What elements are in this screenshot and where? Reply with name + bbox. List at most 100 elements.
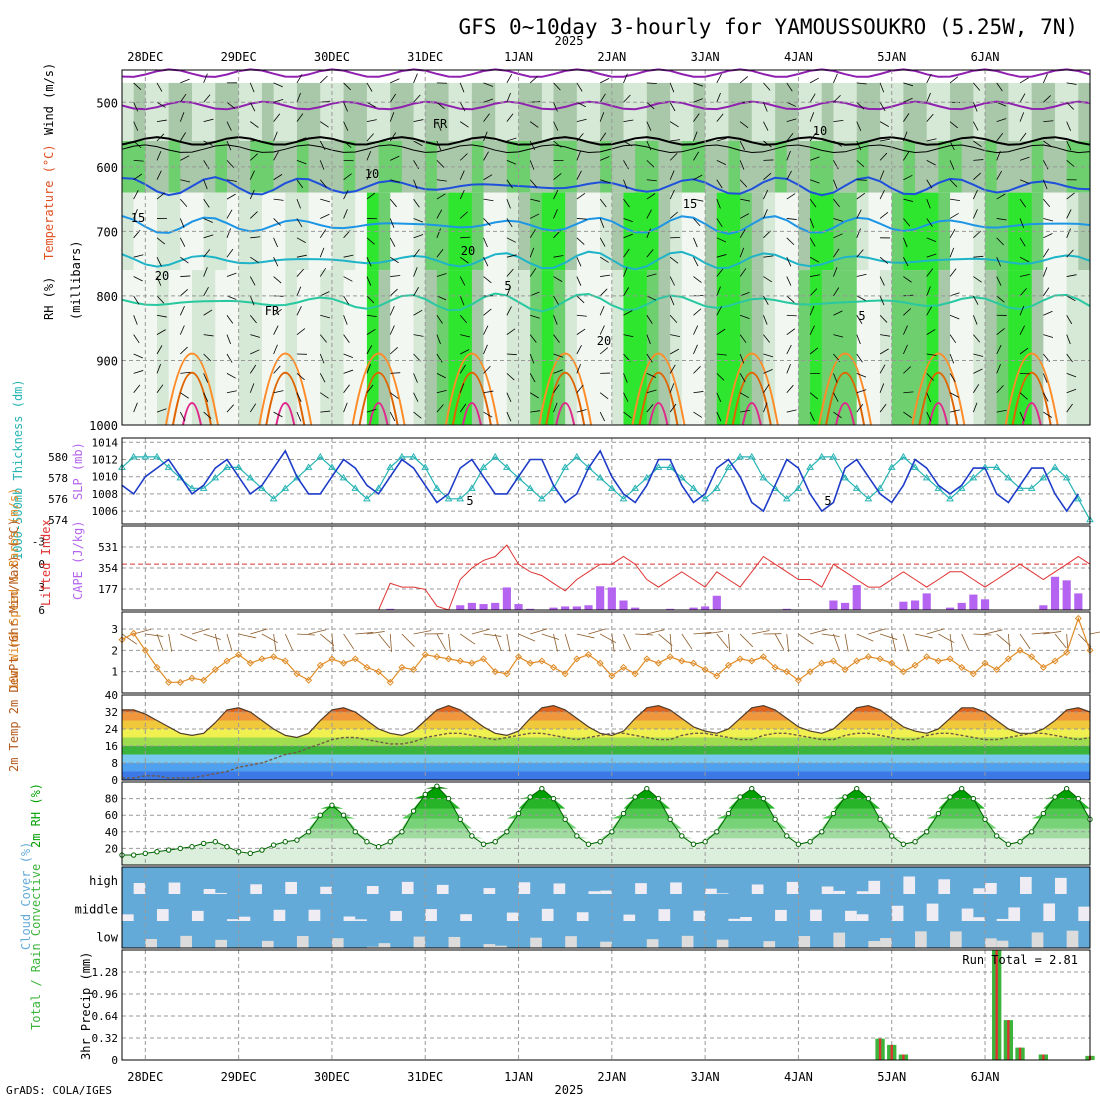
wind-barb	[226, 179, 237, 182]
rh-point	[970, 795, 977, 802]
rh-cell	[122, 141, 135, 193]
wind-barb	[669, 211, 679, 219]
wind-barb	[623, 94, 631, 103]
wind10m-barb	[145, 633, 164, 637]
temperature-contour	[121, 292, 1091, 313]
wind-barb	[599, 112, 605, 122]
wind-barb	[1066, 228, 1071, 238]
contour-label: 15	[131, 211, 145, 225]
wind-speed-point	[561, 670, 569, 678]
rh-band	[122, 786, 1090, 789]
wind-barb	[973, 159, 984, 161]
wind-barb	[1019, 305, 1025, 316]
wind-barb	[973, 189, 978, 200]
rh-point	[760, 795, 767, 802]
rh-cell	[996, 82, 1009, 141]
wind10m-barb	[1078, 633, 1092, 648]
rh-cell	[611, 141, 625, 193]
wind-barb	[763, 255, 774, 258]
precip-frame	[121, 949, 1091, 1061]
wind-barb	[903, 308, 912, 316]
wind-barb	[996, 132, 1004, 142]
wind-barb	[180, 275, 191, 277]
contour-label: 5	[824, 494, 831, 508]
wind-barb	[390, 155, 400, 161]
wind-barb	[226, 101, 236, 109]
wind-barb	[156, 151, 162, 161]
wind-barb	[576, 133, 584, 142]
pressure-tick-label: 900	[96, 354, 118, 368]
cape-bar	[631, 607, 640, 610]
wind-barb	[576, 328, 586, 335]
wind-barb	[786, 314, 797, 317]
wind-barb	[1066, 334, 1071, 345]
rh-point	[387, 839, 393, 845]
cape-bar	[852, 585, 861, 610]
wind-barb	[506, 218, 513, 228]
wind-barb	[599, 218, 605, 228]
date-tick-label: 3JAN	[691, 1070, 720, 1084]
rh-cell	[903, 82, 916, 141]
rh-cell	[261, 192, 275, 271]
wind-barb	[1019, 273, 1030, 277]
wind-speed-point	[689, 659, 698, 667]
thickness-point	[409, 452, 418, 460]
wind-barb	[739, 373, 746, 383]
wind10m-barb	[868, 628, 886, 635]
cloud-cell	[716, 939, 729, 948]
rh-cell	[1078, 82, 1091, 141]
wind-barb	[973, 334, 981, 343]
thickness-point	[724, 463, 733, 470]
rh-cell	[786, 82, 800, 141]
wind-barb	[856, 249, 864, 258]
wind-barb	[996, 218, 1007, 221]
wind-barb	[646, 315, 653, 324]
cape-bar	[841, 602, 850, 610]
rh-point	[469, 833, 475, 839]
cloud-cell	[436, 884, 449, 894]
wind-barb	[786, 101, 797, 107]
thickness-point	[759, 473, 768, 481]
wind-speed-point	[480, 655, 488, 663]
rh-cell	[728, 82, 741, 141]
wind-barb	[179, 306, 185, 316]
warm-contour	[451, 372, 492, 426]
wind-barb	[250, 211, 258, 219]
wind-barb	[436, 121, 442, 131]
cloud-cell	[355, 919, 367, 921]
wind-barb	[646, 249, 654, 258]
wind-speed-point	[351, 655, 359, 663]
rh-cell	[845, 270, 858, 425]
thickness-point	[852, 484, 861, 491]
wind-barb	[249, 102, 256, 112]
wind-barb	[413, 309, 423, 316]
rh-cell	[763, 270, 776, 425]
cloud-cell	[623, 914, 636, 921]
cloud-cell	[273, 909, 286, 921]
wind-speed-point	[211, 666, 219, 674]
rh-point	[737, 794, 743, 800]
wind-barb	[763, 209, 768, 219]
wind-speed-point	[981, 659, 989, 667]
wind-barb	[879, 170, 885, 180]
wind-barb	[366, 408, 377, 413]
rh-point	[1017, 839, 1023, 845]
wind-barb	[903, 325, 908, 335]
warm-contour	[368, 402, 389, 426]
rh-point	[189, 844, 195, 850]
wind-barb	[600, 156, 610, 161]
warm-contour	[351, 352, 406, 426]
wind10m-barb	[914, 633, 933, 639]
wind-barb	[949, 392, 960, 398]
wind-barb	[203, 267, 208, 277]
warm-contour	[358, 372, 399, 426]
wind-barb	[296, 328, 306, 335]
wind-barb	[156, 119, 167, 123]
cloud-cell	[1020, 876, 1032, 894]
wind-barb	[599, 237, 606, 247]
rh-cell	[355, 82, 368, 141]
wind-barb	[180, 155, 190, 161]
wind-barb	[296, 254, 307, 258]
wind-barb	[809, 325, 815, 335]
warm-contour	[1011, 372, 1052, 426]
